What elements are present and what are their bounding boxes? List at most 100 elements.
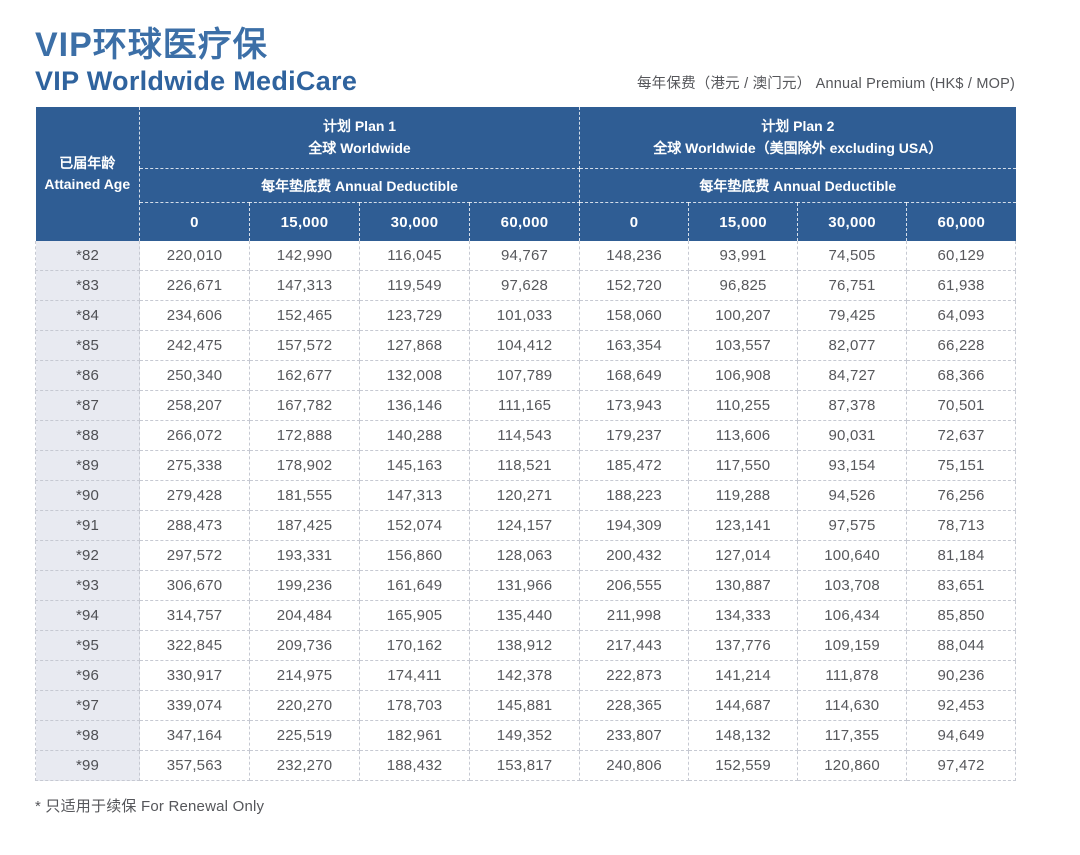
plan2-premium-cell: 100,640 bbox=[797, 540, 908, 572]
plan2-premium-cell: 206,555 bbox=[579, 570, 690, 602]
plan2-premium-cell: 233,807 bbox=[579, 720, 690, 752]
plan2-premium-cell: 158,060 bbox=[579, 300, 690, 332]
plan2-premium-cell: 148,236 bbox=[579, 240, 690, 272]
plan1-premium-cell: 172,888 bbox=[249, 420, 360, 452]
plan1-premium-cell: 132,008 bbox=[359, 360, 470, 392]
age-cell: *94 bbox=[35, 600, 140, 632]
plan1-premium-cell: 145,163 bbox=[359, 450, 470, 482]
table-row: *95 322,845 209,736 170,162 138,912 217,443 13… bbox=[35, 630, 1017, 662]
attained-age-header: 已届年龄 Attained Age bbox=[35, 106, 140, 241]
plan1-header: 计划 Plan 1 全球 Worldwide bbox=[138, 106, 581, 170]
plan1-premium-cell: 275,338 bbox=[139, 450, 250, 482]
plan2-deductible-0: 0 bbox=[579, 202, 690, 241]
table-body: *82 220,010 142,990 116,045 94,767 148,236 93,… bbox=[35, 240, 1017, 782]
plan2-premium-cell: 74,505 bbox=[797, 240, 908, 272]
table-row: *90 279,428 181,555 147,313 120,271 188,223 11… bbox=[35, 480, 1017, 512]
plan2-premium-cell: 179,237 bbox=[579, 420, 690, 452]
plan2-deductible-label: 每年垫底费 Annual Deductible bbox=[579, 168, 1016, 204]
plan2-deductible-15000: 15,000 bbox=[688, 202, 799, 241]
age-cell: *96 bbox=[35, 660, 140, 692]
plan2-premium-cell: 141,214 bbox=[688, 660, 799, 692]
plan2-premium-cell: 103,708 bbox=[797, 570, 908, 602]
plan2-premium-cell: 87,378 bbox=[797, 390, 908, 422]
plan1-premium-cell: 136,146 bbox=[359, 390, 470, 422]
plan1-premium-cell: 152,074 bbox=[359, 510, 470, 542]
plan1-premium-cell: 250,340 bbox=[139, 360, 250, 392]
table-row: *84 234,606 152,465 123,729 101,033 158,060 10… bbox=[35, 300, 1017, 332]
plan2-premium-cell: 72,637 bbox=[906, 420, 1017, 452]
plan1-deductible-30000: 30,000 bbox=[359, 202, 470, 241]
age-cell: *95 bbox=[35, 630, 140, 662]
plan1-premium-cell: 347,164 bbox=[139, 720, 250, 752]
plan1-premium-cell: 178,703 bbox=[359, 690, 470, 722]
age-cell: *91 bbox=[35, 510, 140, 542]
plan1-premium-cell: 288,473 bbox=[139, 510, 250, 542]
plan1-premium-cell: 131,966 bbox=[468, 570, 581, 602]
plan1-premium-cell: 120,271 bbox=[468, 480, 581, 512]
plan2-premium-cell: 119,288 bbox=[688, 480, 799, 512]
plan2-premium-cell: 66,228 bbox=[906, 330, 1017, 362]
plan1-premium-cell: 153,817 bbox=[468, 750, 581, 782]
plan1-premium-cell: 181,555 bbox=[249, 480, 360, 512]
plan1-premium-cell: 214,975 bbox=[249, 660, 360, 692]
plan1-premium-cell: 178,902 bbox=[249, 450, 360, 482]
table-row: *83 226,671 147,313 119,549 97,628 152,720 96,… bbox=[35, 270, 1017, 302]
plan1-premium-cell: 220,270 bbox=[249, 690, 360, 722]
plan1-premium-cell: 234,606 bbox=[139, 300, 250, 332]
plan1-region: 全球 Worldwide bbox=[308, 139, 411, 156]
age-cell: *87 bbox=[35, 390, 140, 422]
plan2-premium-cell: 83,651 bbox=[906, 570, 1017, 602]
plan2-premium-cell: 97,472 bbox=[906, 750, 1017, 782]
plan1-premium-cell: 138,912 bbox=[468, 630, 581, 662]
plan1-premium-cell: 314,757 bbox=[139, 600, 250, 632]
plan2-region: 全球 Worldwide（美国除外 excluding USA） bbox=[653, 139, 943, 156]
plan1-premium-cell: 157,572 bbox=[249, 330, 360, 362]
plan2-premium-cell: 134,333 bbox=[688, 600, 799, 632]
plan2-deductible-60000: 60,000 bbox=[906, 202, 1016, 241]
plan2-premium-cell: 79,425 bbox=[797, 300, 908, 332]
plan2-premium-cell: 90,236 bbox=[906, 660, 1017, 692]
plan2-premium-cell: 106,908 bbox=[688, 360, 799, 392]
plan2-premium-cell: 76,256 bbox=[906, 480, 1017, 512]
age-cell: *97 bbox=[35, 690, 140, 722]
plan2-premium-cell: 194,309 bbox=[579, 510, 690, 542]
plan1-premium-cell: 156,860 bbox=[359, 540, 470, 572]
table-row: *92 297,572 193,331 156,860 128,063 200,432 12… bbox=[35, 540, 1017, 572]
plan1-premium-cell: 322,845 bbox=[139, 630, 250, 662]
plan1-premium-cell: 140,288 bbox=[359, 420, 470, 452]
plan1-premium-cell: 114,543 bbox=[468, 420, 581, 452]
plan1-premium-cell: 204,484 bbox=[249, 600, 360, 632]
plan2-premium-cell: 90,031 bbox=[797, 420, 908, 452]
plan1-premium-cell: 101,033 bbox=[468, 300, 581, 332]
attained-age-header-en: Attained Age bbox=[44, 175, 131, 192]
plan2-premium-cell: 100,207 bbox=[688, 300, 799, 332]
plan2-premium-cell: 93,154 bbox=[797, 450, 908, 482]
plan2-premium-cell: 130,887 bbox=[688, 570, 799, 602]
plan2-premium-cell: 78,713 bbox=[906, 510, 1017, 542]
plan1-premium-cell: 209,736 bbox=[249, 630, 360, 662]
age-cell: *88 bbox=[35, 420, 140, 452]
plan2-name: 计划 Plan 2 bbox=[761, 117, 835, 134]
plan2-premium-cell: 75,151 bbox=[906, 450, 1017, 482]
plan1-premium-cell: 174,411 bbox=[359, 660, 470, 692]
table-row: *96 330,917 214,975 174,411 142,378 222,873 14… bbox=[35, 660, 1017, 692]
plan1-premium-cell: 97,628 bbox=[468, 270, 581, 302]
plan2-premium-cell: 109,159 bbox=[797, 630, 908, 662]
plan2-premium-cell: 163,354 bbox=[579, 330, 690, 362]
plan1-premium-cell: 152,465 bbox=[249, 300, 360, 332]
plan2-premium-cell: 127,014 bbox=[688, 540, 799, 572]
plan1-premium-cell: 242,475 bbox=[139, 330, 250, 362]
plan1-premium-cell: 199,236 bbox=[249, 570, 360, 602]
table-row: *98 347,164 225,519 182,961 149,352 233,807 14… bbox=[35, 720, 1017, 752]
plan2-premium-cell: 82,077 bbox=[797, 330, 908, 362]
plan2-premium-cell: 137,776 bbox=[688, 630, 799, 662]
plan2-premium-cell: 94,526 bbox=[797, 480, 908, 512]
plan2-premium-cell: 106,434 bbox=[797, 600, 908, 632]
age-cell: *99 bbox=[35, 750, 140, 782]
plan2-header: 计划 Plan 2 全球 Worldwide（美国除外 excluding US… bbox=[579, 106, 1016, 170]
table-row: *82 220,010 142,990 116,045 94,767 148,236 93,… bbox=[35, 240, 1017, 272]
plan2-premium-cell: 96,825 bbox=[688, 270, 799, 302]
plan2-premium-cell: 97,575 bbox=[797, 510, 908, 542]
age-cell: *85 bbox=[35, 330, 140, 362]
plan1-premium-cell: 94,767 bbox=[468, 240, 581, 272]
